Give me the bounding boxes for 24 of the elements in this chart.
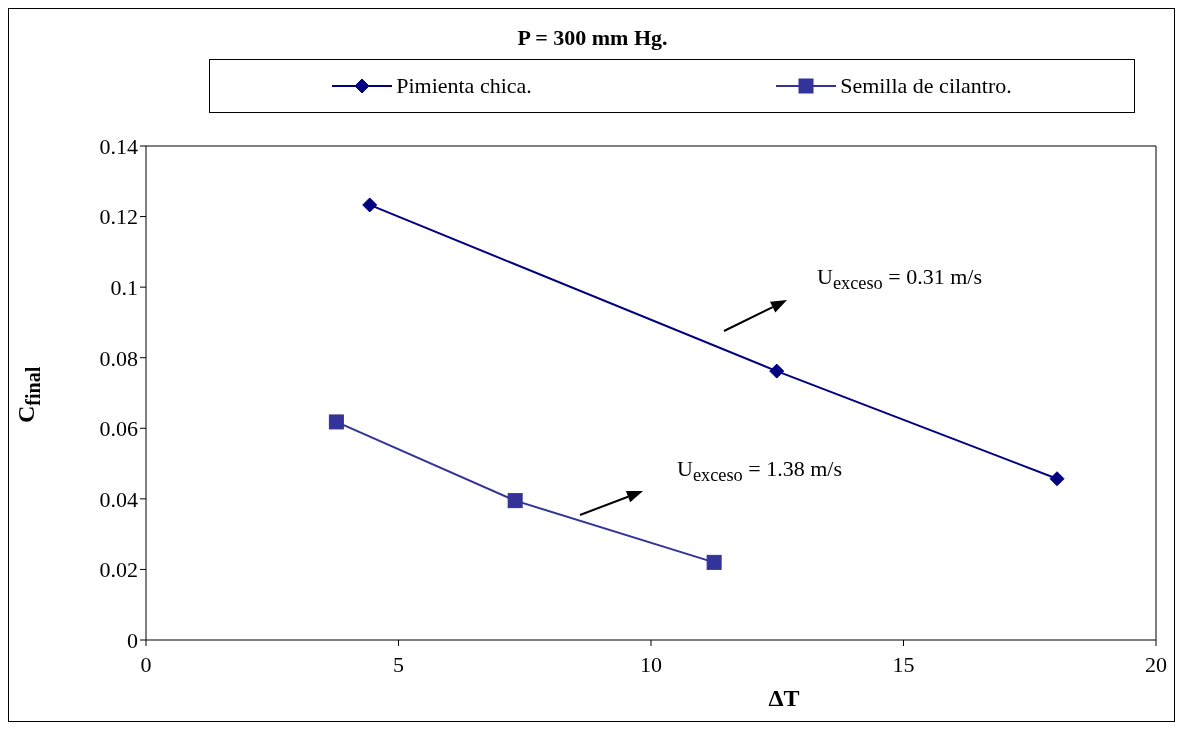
chart-title: P = 300 mm Hg. [516, 25, 669, 51]
annotation: U$_{exceso}$ = 1.38 m/s [677, 456, 842, 487]
y-tick-label: 0.04 [99, 486, 138, 512]
y-tick-label: 0.12 [99, 204, 138, 230]
y-tick-label: 0.08 [99, 345, 138, 371]
x-tick-label: 10 [640, 651, 662, 677]
y-tick-label: 0.06 [99, 416, 138, 442]
x-tick-label: 20 [1145, 651, 1167, 677]
legend-label: Semilla de cilantro. [840, 73, 1012, 99]
point [507, 493, 523, 509]
y-tick-label: 0.14 [99, 133, 138, 159]
x-tick-label: 5 [393, 651, 404, 677]
x-axis-title: ΔT [767, 685, 801, 712]
y-tick-label: 0.02 [99, 557, 138, 583]
point [328, 414, 344, 430]
point [1049, 471, 1065, 487]
legend-label: Pimienta chica. [396, 73, 532, 99]
x-tick-label: 15 [892, 651, 915, 677]
point [362, 197, 378, 213]
annotation: U$_{exceso}$ = 0.31 m/s [817, 264, 982, 295]
y-tick-label: 0 [127, 627, 138, 653]
y-tick-label: 0.1 [110, 274, 138, 300]
point [769, 363, 785, 379]
point [706, 554, 722, 570]
